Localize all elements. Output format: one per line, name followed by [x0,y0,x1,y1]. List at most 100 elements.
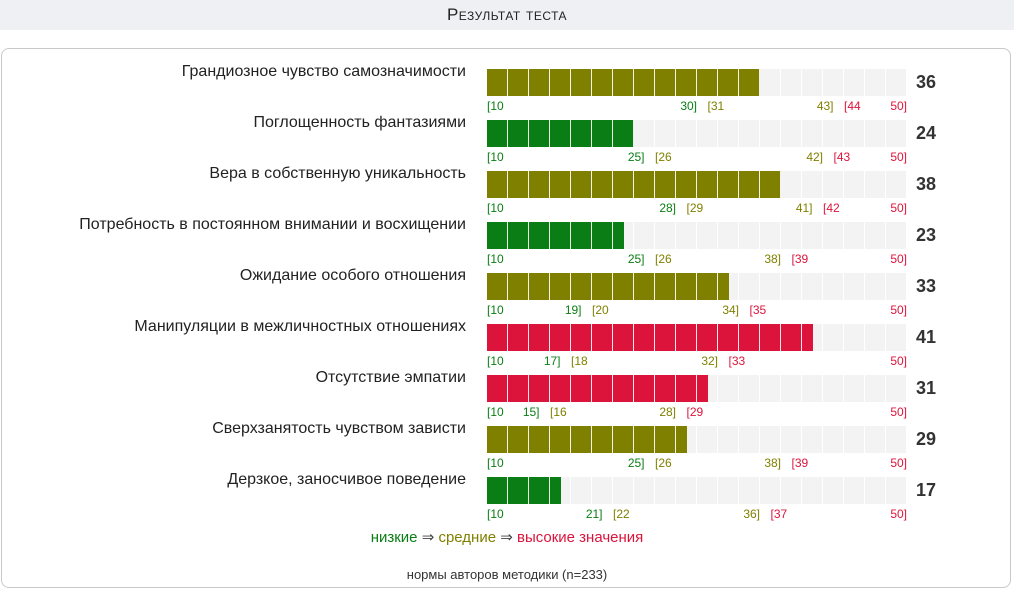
tick-label: 50] [890,456,907,470]
tick-label: [10 [487,456,504,470]
scale-row: Поглощенность фантазиями 24 [10 25] [26 42] [4… [0,101,1014,164]
scale-row: Дерзкое, заносчивое поведение 17 [10 21] [22… [0,458,1014,521]
tick-label: [42 [823,201,840,215]
scale-row: Потребность в постоянном внимании и восх… [0,203,1014,266]
score-value: 29 [916,429,937,449]
tick-label: 34] [722,303,739,317]
tick-label: 50] [890,150,907,164]
tick-label: 28] [659,405,676,419]
scale-row: Манипуляции в межличностных отношениях 41… [0,305,1014,368]
tick-label: 32] [701,354,718,368]
tick-label: [22 [613,507,630,521]
score-value: 24 [916,123,937,143]
legend-low: низкие [370,529,418,546]
scale-label: Манипуляции в межличностных отношениях [134,318,466,335]
tick-label: 36] [743,507,760,521]
tick-label: [10 [487,354,504,368]
bar-track [487,273,907,300]
legend: низкие ⇒ средние ⇒ высокие значения [0,528,1014,546]
bar-track [487,426,907,453]
score-value: 33 [916,276,937,296]
tick-label: [26 [655,252,672,266]
tick-label: [10 [487,303,504,317]
tick-label: [10 [487,99,504,113]
tick-label: 30] [680,99,697,113]
tick-label: 43] [816,99,834,113]
scale-row: Сверхзанятость чувством зависти 29 [10 25] [… [0,407,1014,470]
scale-label: Потребность в постоянном внимании и восх… [79,216,466,233]
norms-note: нормы авторов методики (n=233) [406,567,608,582]
scale-label: Вера в собственную уникальность [209,165,466,182]
bar-fill [487,171,781,198]
bar-fill [487,120,634,147]
scale-label: Ожидание особого отношения [239,267,466,284]
tick-label: 25] [627,150,645,164]
tick-label: [16 [550,405,567,419]
tick-label: [26 [655,150,672,164]
bar-track [487,120,907,147]
tick-label: 25] [627,456,645,470]
tick-label: 21] [585,507,603,521]
scale-label: Дерзкое, заносчивое поведение [227,471,466,488]
bar-fill [487,426,687,453]
tick-label: [33 [728,354,746,368]
bar-track [487,171,907,198]
tick-label: 50] [890,303,907,317]
tick-label: 50] [890,99,907,113]
tick-label: [18 [571,354,588,368]
page-title: Результат теста [0,0,1014,30]
tick-label: 28] [659,201,676,215]
legend-high: высокие значения [516,529,644,546]
score-value: 38 [916,174,937,194]
score-value: 41 [916,327,937,347]
bar-fill [487,477,561,504]
tick-label: [10 [487,507,504,521]
scale-label: Сверхзанятость чувством зависти [212,420,466,437]
tick-label: [39 [791,252,809,266]
tick-label: 41] [795,201,813,215]
tick-label: 50] [890,507,907,521]
tick-label: 25] [627,252,645,266]
tick-label: [29 [686,405,704,419]
scale-row: Вера в собственную уникальность 38 [10 28] [… [0,152,1014,215]
tick-label: [20 [592,303,609,317]
tick-label: 50] [890,405,907,419]
tick-label: [39 [791,456,809,470]
scale-row: Отсутствие эмпатии 31 [10 15] [16 28] [29 50] [0,356,1014,419]
bar-track [487,477,907,504]
bar-fill [487,69,760,96]
bar-fill [487,324,813,351]
tick-label: 38] [764,252,781,266]
bar-track [487,375,907,402]
tick-label: 17] [543,354,561,368]
tick-label: 19] [564,303,582,317]
tick-label: 15] [522,405,540,419]
tick-label: [29 [686,201,704,215]
score-value: 36 [916,72,937,92]
tick-label: 42] [806,150,823,164]
scale-label: Отсутствие эмпатии [315,369,466,386]
legend-arrow: ⇒ [417,529,439,546]
bar-fill [487,222,624,249]
scale-label: Поглощенность фантазиями [253,114,467,131]
score-value: 31 [916,378,937,398]
legend-arrow: ⇒ [496,529,517,546]
tick-label: [44 [844,99,861,113]
scale-row: Ожидание особого отношения 33 [10 19] [20 34]… [0,254,1014,317]
legend-mid: средние [438,529,497,546]
tick-label: 38] [764,456,781,470]
score-value: 23 [916,225,937,245]
tick-label: [10 [487,405,504,419]
tick-label: [26 [655,456,672,470]
bar-track [487,324,907,351]
tick-label: [31 [707,99,725,113]
scale-label: Грандиозное чувство самозначимости [181,63,466,80]
tick-label: [43 [833,150,851,164]
score-value: 17 [916,480,937,500]
bar-track [487,222,907,249]
tick-label: 50] [890,252,907,266]
bar-fill [487,273,729,300]
tick-label: [37 [770,507,788,521]
tick-label: [10 [487,150,504,164]
bar-fill [487,375,708,402]
